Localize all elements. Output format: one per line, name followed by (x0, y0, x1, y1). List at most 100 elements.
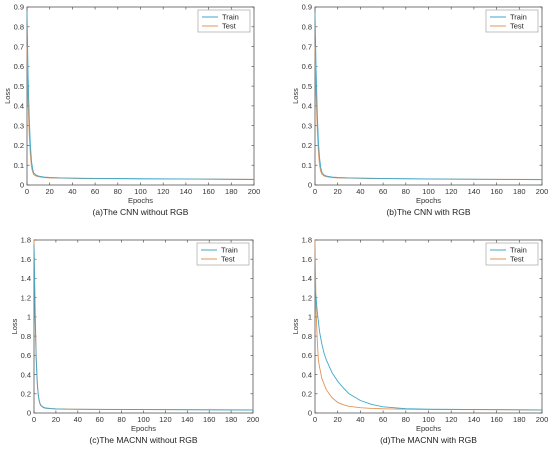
x-tick-label: 0 (32, 415, 36, 424)
y-tick-label: 0.9 (14, 3, 24, 12)
x-tick-label: 160 (202, 187, 215, 196)
y-tick-label: 0.6 (21, 351, 31, 360)
legend-label: Test (221, 255, 236, 264)
y-tick-label: 0.2 (21, 389, 31, 398)
chart-caption: (b)The CNN with RGB (386, 207, 470, 217)
chart-panel-0: 0 20 40 60 80 100 120 140 160 180 200 0 0.1 0.2 0.3 0.4… (3, 3, 260, 217)
plot-area (26, 6, 255, 186)
x-tick-label: 60 (96, 415, 104, 424)
x-tick-label: 200 (536, 415, 549, 424)
y-tick-label: 0 (308, 181, 312, 190)
y-tick-label: 0.3 (302, 121, 312, 130)
y-tick-label: 0.7 (302, 42, 312, 51)
y-tick-label: 0.1 (302, 161, 312, 170)
x-tick-label: 160 (203, 415, 216, 424)
chart-caption: (c)The MACNN without RGB (89, 435, 197, 445)
x-tick-label: 60 (379, 187, 387, 196)
x-axis-label: Epochs (128, 196, 153, 205)
x-axis-label: Epochs (416, 424, 441, 433)
y-tick-label: 0.6 (14, 62, 24, 71)
plot-area (33, 239, 254, 414)
y-tick-label: 1.4 (21, 274, 31, 283)
y-tick-label: 0.4 (302, 102, 312, 111)
y-tick-label: 0.6 (302, 351, 312, 360)
x-tick-label: 40 (68, 187, 76, 196)
x-tick-label: 140 (468, 415, 481, 424)
y-tick-label: 0.4 (21, 370, 31, 379)
x-tick-label: 140 (468, 187, 481, 196)
legend-label: Train (510, 13, 527, 22)
x-tick-label: 120 (445, 187, 458, 196)
x-tick-label: 0 (25, 187, 29, 196)
y-tick-label: 1 (308, 313, 312, 322)
plot-area (314, 6, 543, 186)
x-tick-label: 80 (402, 187, 410, 196)
y-tick-label: 1.8 (302, 236, 312, 245)
x-tick-label: 60 (379, 415, 387, 424)
x-tick-label: 180 (513, 415, 526, 424)
y-axis-label: Loss (291, 88, 300, 104)
x-axis-label: Epochs (416, 196, 441, 205)
legend-label: Test (510, 22, 525, 31)
chart-caption: (d)The MACNN with RGB (380, 435, 477, 445)
x-tick-label: 200 (248, 187, 261, 196)
series-line-train (314, 288, 543, 411)
y-tick-label: 0.8 (21, 332, 31, 341)
y-axis-label: Loss (291, 318, 300, 334)
x-tick-label: 60 (91, 187, 99, 196)
x-tick-label: 140 (181, 415, 194, 424)
y-tick-label: 0.8 (302, 332, 312, 341)
x-tick-label: 120 (445, 415, 458, 424)
chart-panel-3: 0 20 40 60 80 100 120 140 160 180 200 0 0.2 0.4 0.6 0.8… (291, 236, 548, 445)
x-tick-label: 80 (117, 415, 125, 424)
x-tick-label: 100 (134, 187, 147, 196)
y-tick-label: 0 (308, 409, 312, 418)
y-tick-label: 0.2 (302, 389, 312, 398)
y-tick-label: 1.6 (302, 255, 312, 264)
x-tick-label: 40 (74, 415, 82, 424)
y-tick-label: 0.2 (14, 141, 24, 150)
x-tick-label: 160 (490, 415, 503, 424)
series-line-test (314, 239, 543, 411)
x-tick-label: 180 (225, 415, 238, 424)
x-tick-label: 20 (46, 187, 54, 196)
legend-label: Test (222, 22, 237, 31)
x-tick-label: 100 (422, 415, 435, 424)
x-tick-label: 200 (536, 187, 549, 196)
y-axis-label: Loss (3, 88, 12, 104)
y-tick-label: 0.9 (302, 3, 312, 12)
legend-label: Train (222, 13, 239, 22)
x-tick-label: 140 (180, 187, 193, 196)
y-tick-label: 1 (27, 313, 31, 322)
y-tick-label: 0.8 (302, 22, 312, 31)
legend-label: Train (510, 246, 527, 255)
y-tick-label: 0.6 (302, 62, 312, 71)
y-tick-label: 0 (27, 409, 31, 418)
legend-label: Test (510, 255, 525, 264)
y-tick-label: 0 (20, 181, 24, 190)
x-tick-label: 20 (334, 187, 342, 196)
y-tick-label: 0.3 (14, 121, 24, 130)
y-tick-label: 0.2 (302, 141, 312, 150)
chart-panel-1: 0 20 40 60 80 100 120 140 160 180 200 0 0.1 0.2 0.3 0.4… (291, 3, 548, 217)
legend-label: Train (221, 246, 238, 255)
x-tick-label: 0 (313, 415, 317, 424)
plot-area (314, 239, 543, 414)
x-tick-label: 180 (513, 187, 526, 196)
y-tick-label: 0.4 (302, 370, 312, 379)
y-axis-label: Loss (10, 318, 19, 334)
y-tick-label: 1.2 (21, 293, 31, 302)
y-tick-label: 1.8 (21, 236, 31, 245)
x-tick-label: 80 (402, 415, 410, 424)
y-tick-label: 0.1 (14, 161, 24, 170)
series-line-train (314, 12, 543, 181)
y-tick-label: 0.4 (14, 102, 24, 111)
x-tick-label: 100 (137, 415, 150, 424)
y-tick-label: 0.7 (14, 42, 24, 51)
series-line-train (26, 10, 255, 180)
series-line-train (33, 244, 254, 411)
x-tick-label: 180 (225, 187, 238, 196)
x-tick-label: 40 (356, 415, 364, 424)
y-tick-label: 0.8 (14, 22, 24, 31)
